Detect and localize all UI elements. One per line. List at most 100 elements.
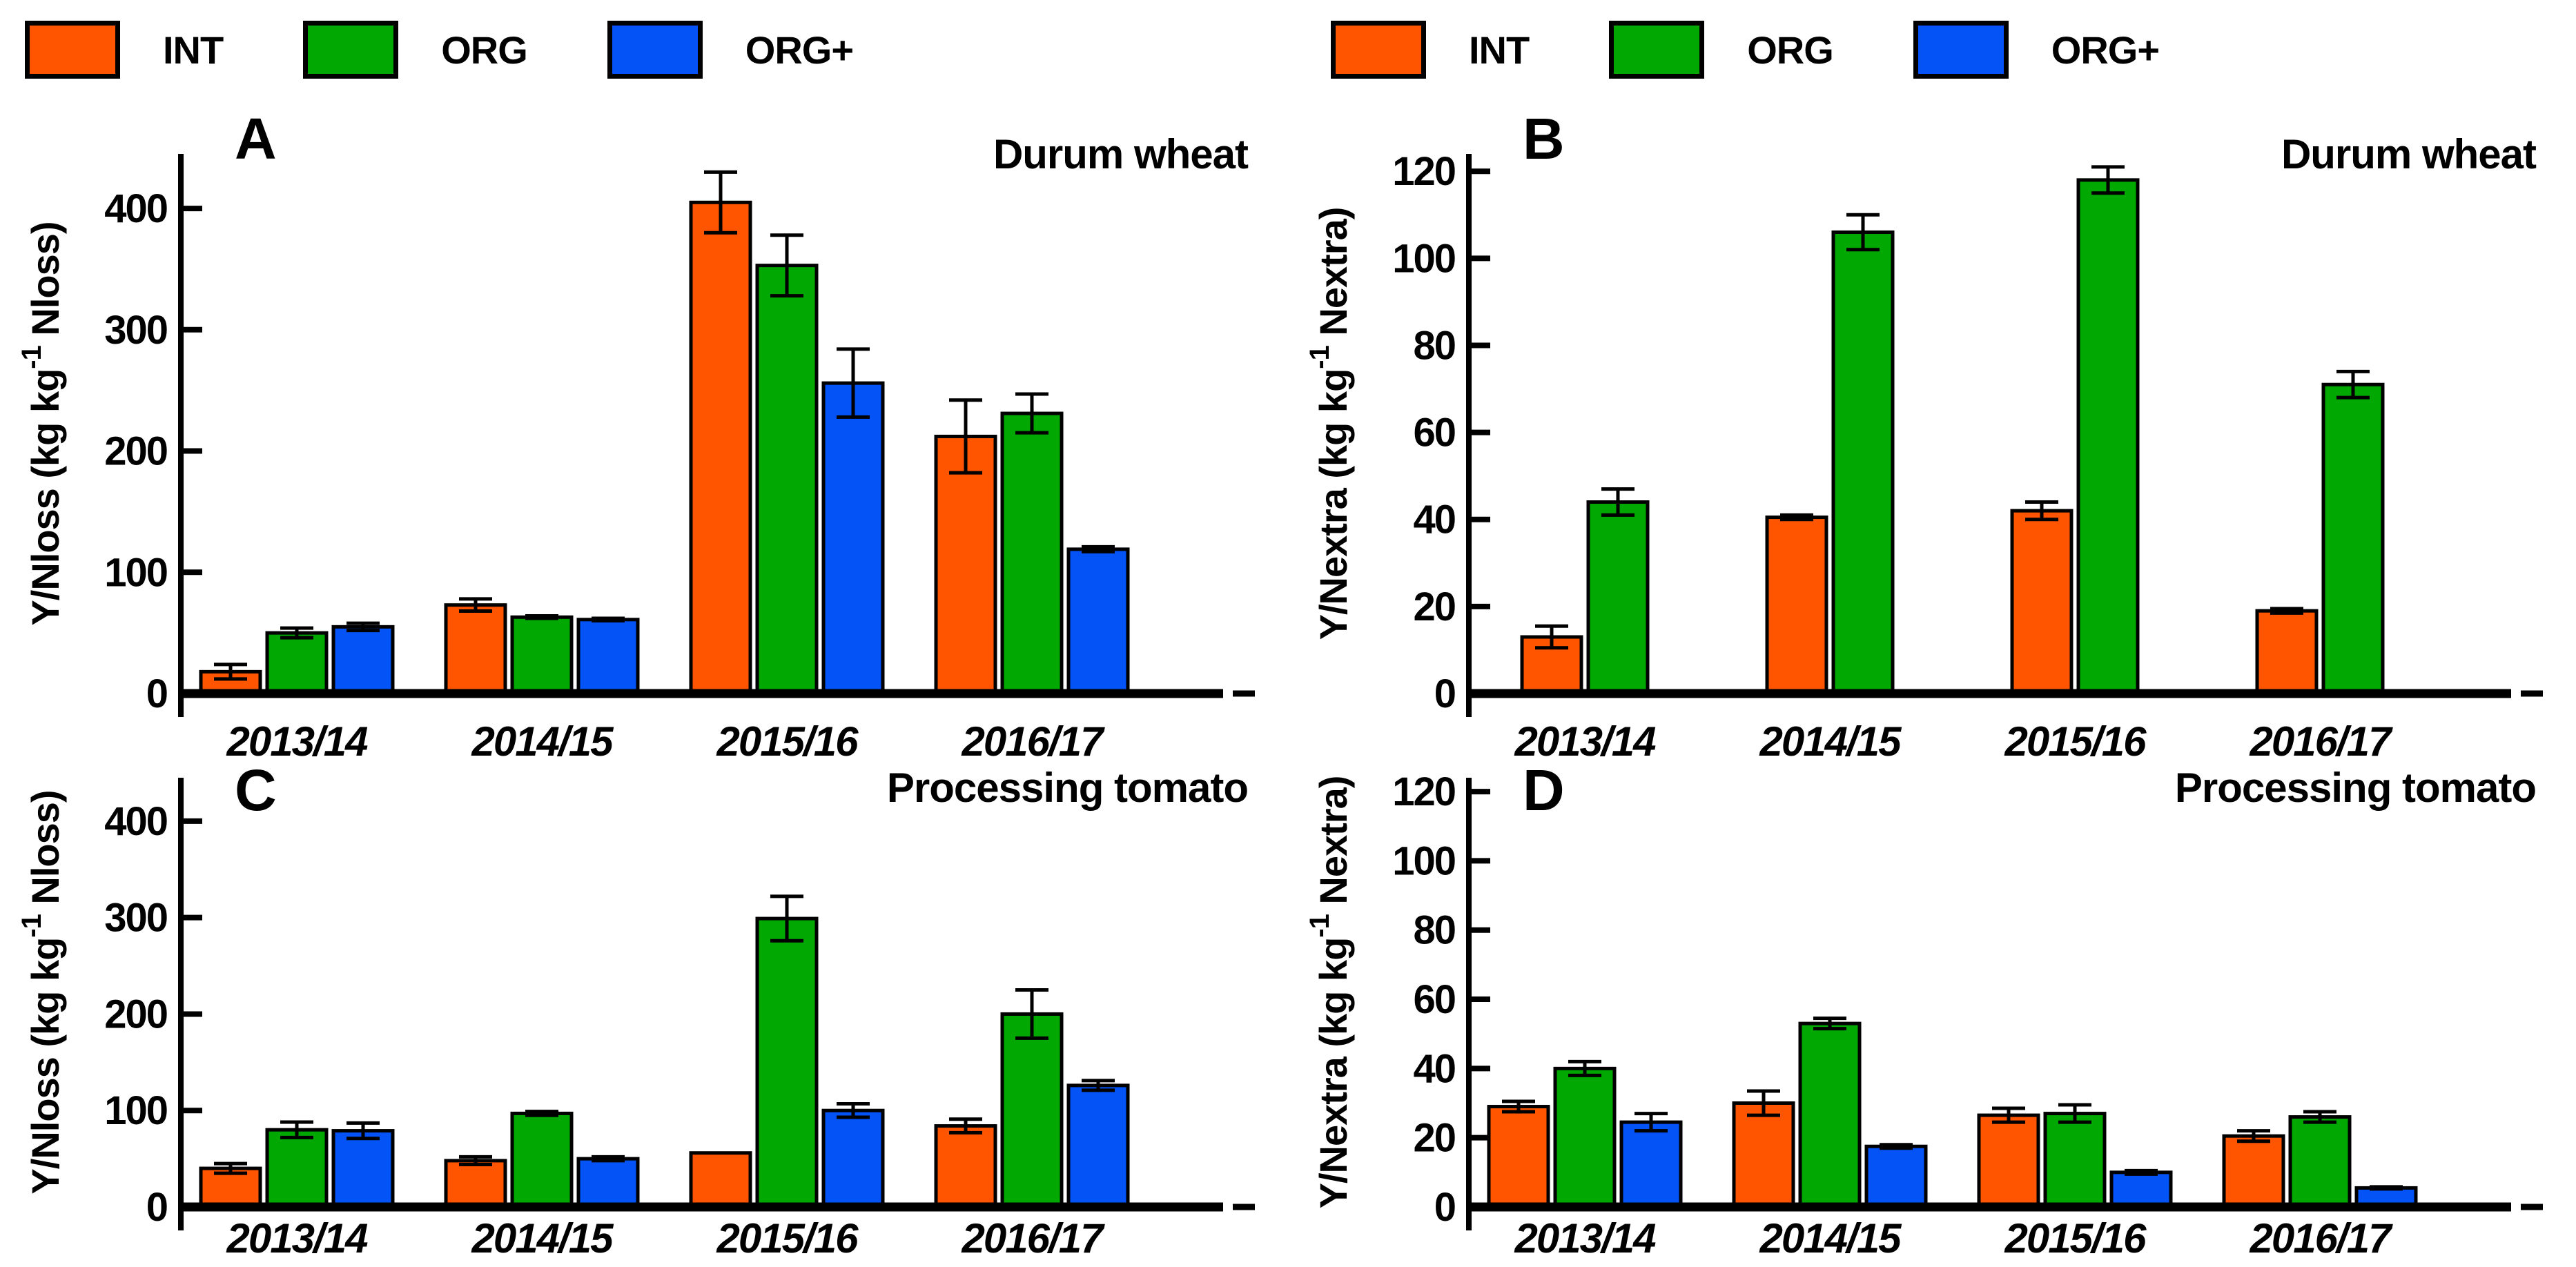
- y-tick-label: 400: [104, 186, 167, 231]
- legend-swatch-int: [25, 21, 120, 79]
- bar-org-2015/16: [755, 916, 819, 1209]
- legend-right: INT ORG ORG+: [1331, 21, 2239, 79]
- bar-orgplus-2015/16: [821, 1108, 885, 1209]
- bar-int-2014/15: [1765, 515, 1828, 696]
- x-category-label: 2013/14: [1514, 718, 1657, 765]
- bar-int-2015/16: [2010, 509, 2074, 696]
- y-tick-label: 20: [1413, 1116, 1455, 1161]
- y-tick-label: 400: [104, 799, 167, 844]
- y-tick-label: 40: [1413, 1046, 1455, 1091]
- bar-orgplus-2014/15: [1864, 1144, 1928, 1209]
- x-category-label: 2015/16: [716, 718, 859, 765]
- legend-swatch-org: [303, 21, 399, 79]
- y-tick-label: 80: [1413, 908, 1455, 953]
- bar-orgplus-2015/16: [821, 381, 885, 696]
- bar-int-2013/14: [1487, 1105, 1550, 1209]
- panel-letter: C: [235, 758, 277, 823]
- bar-org-2015/16: [755, 264, 819, 696]
- bar-int-2014/15: [444, 603, 507, 696]
- y-tick-label: 200: [104, 429, 167, 474]
- y-tick-label: 100: [1392, 838, 1455, 883]
- legend-left: INT ORG ORG+: [25, 21, 933, 79]
- legend-label-org: ORG: [1747, 28, 1834, 72]
- x-category-label: 2014/15: [1759, 1215, 1903, 1261]
- bar-org-2013/14: [1586, 500, 1650, 696]
- x-category-label: 2014/15: [1759, 718, 1903, 765]
- legend-swatch-orgplus: [1913, 21, 2009, 79]
- y-tick-label: 20: [1413, 585, 1455, 629]
- bar-org-2014/15: [1798, 1021, 1862, 1209]
- bar-orgplus-2013/14: [331, 1129, 395, 1209]
- bar-org-2016/17: [1000, 1012, 1064, 1209]
- panel-title: Processing tomato: [2175, 765, 2536, 811]
- y-tick-label: 0: [1434, 1185, 1455, 1230]
- panel-letter: B: [1523, 106, 1565, 171]
- panel-b-chart: 0 20 40 60 80 100 120 2013/14 2014/15 2015/16 2016…: [1305, 106, 2543, 765]
- bar-org-2015/16: [2043, 1112, 2107, 1209]
- legend-label-org: ORG: [441, 28, 528, 72]
- bar-org-2016/17: [1000, 411, 1064, 696]
- legend-item-org: ORG: [303, 21, 607, 79]
- bar-org-2013/14: [265, 631, 329, 696]
- x-category-label: 2014/15: [471, 1215, 615, 1261]
- legend-swatch-org: [1609, 21, 1705, 79]
- y-tick-label: 60: [1413, 411, 1455, 455]
- legend-item-int: INT: [1331, 21, 1609, 79]
- y-tick-label: 100: [104, 1088, 167, 1133]
- y-tick-label: 60: [1413, 977, 1455, 1022]
- y-tick-label: 120: [1392, 769, 1455, 814]
- x-category-label: 2015/16: [2004, 718, 2147, 765]
- bar-org-2013/14: [265, 1128, 329, 1209]
- x-category-label: 2016/17: [962, 1215, 1106, 1261]
- panel-title: Durum wheat: [2281, 131, 2537, 177]
- bar-int-2014/15: [444, 1159, 507, 1209]
- legend-swatch-orgplus: [607, 21, 703, 79]
- y-tick-label: 300: [104, 896, 167, 941]
- panel-d-chart: 0 20 40 60 80 100 120 2013/14 2014/15 2015/16 2016…: [1305, 758, 2543, 1261]
- x-category-label: 2013/14: [226, 718, 369, 765]
- bar-orgplus-2013/14: [331, 625, 395, 696]
- legend-item-org: ORG: [1609, 21, 1913, 79]
- bar-orgplus-2016/17: [1066, 547, 1130, 696]
- panel-letter: D: [1523, 758, 1565, 823]
- legend-item-orgplus: ORG+: [1913, 21, 2239, 79]
- x-category-label: 2016/17: [2250, 1215, 2394, 1261]
- bar-orgplus-2014/15: [576, 618, 640, 696]
- bar-int-2016/17: [2255, 609, 2319, 696]
- bar-org-2016/17: [2288, 1115, 2352, 1209]
- legend-label-orgplus: ORG+: [2051, 28, 2160, 72]
- y-axis-title: Y/Nloss (kg kg-1 Nloss): [17, 790, 67, 1194]
- y-tick-label: 200: [104, 992, 167, 1037]
- y-tick-label: 300: [104, 308, 167, 353]
- bar-int-2016/17: [934, 434, 997, 696]
- y-tick-label: 100: [1392, 236, 1455, 281]
- bar-int-2016/17: [934, 1124, 997, 1209]
- legend-label-orgplus: ORG+: [745, 28, 854, 72]
- legend-label-int: INT: [163, 28, 224, 72]
- y-tick-label: 0: [146, 671, 167, 716]
- bar-int-2015/16: [1977, 1113, 2040, 1209]
- bar-org-2015/16: [2076, 178, 2140, 696]
- y-tick-label: 40: [1413, 498, 1455, 542]
- y-tick-label: 120: [1392, 149, 1455, 194]
- y-tick-label: 0: [1434, 671, 1455, 716]
- x-category-label: 2015/16: [716, 1215, 859, 1261]
- bar-int-2016/17: [2222, 1134, 2285, 1209]
- bar-org-2014/15: [510, 615, 574, 696]
- y-axis-title: Y/Nloss (kg kg-1 Nloss): [17, 222, 67, 625]
- y-axis-title: Y/Nextra (kg kg-1 Nextra): [1305, 208, 1355, 640]
- bar-int-2015/16: [689, 1151, 752, 1209]
- legend-item-orgplus: ORG+: [607, 21, 933, 79]
- bar-orgplus-2015/16: [2109, 1170, 2173, 1209]
- bar-orgplus-2014/15: [576, 1157, 640, 1209]
- bar-int-2014/15: [1732, 1101, 1795, 1209]
- bar-org-2014/15: [1831, 230, 1895, 696]
- bar-int-2013/14: [199, 1166, 262, 1209]
- panel-letter: A: [235, 106, 277, 171]
- x-category-label: 2016/17: [962, 718, 1106, 765]
- y-axis-title: Y/Nextra (kg kg-1 Nextra): [1305, 776, 1355, 1209]
- legend-label-int: INT: [1469, 28, 1530, 72]
- x-category-label: 2013/14: [1514, 1215, 1657, 1261]
- legend-swatch-int: [1331, 21, 1426, 79]
